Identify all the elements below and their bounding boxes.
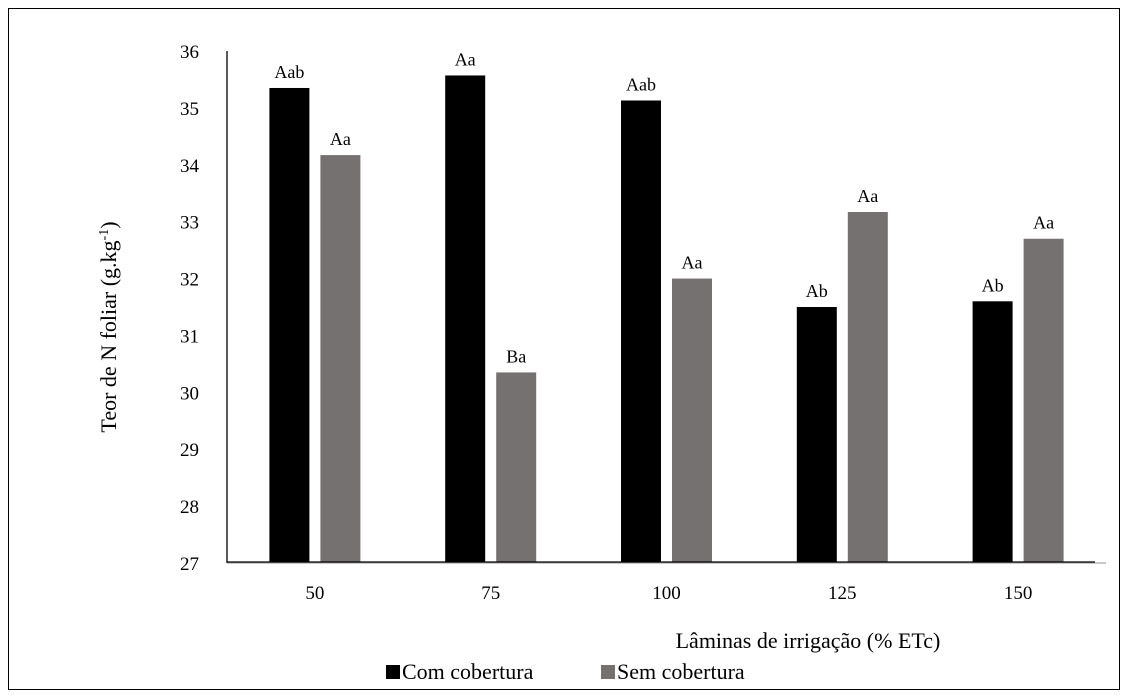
bar [847,211,888,564]
y-axis-title-close: ) [96,221,121,228]
y-tick-label: 34 [180,156,200,177]
y-tick-label: 31 [180,326,199,347]
x-tick-label: 75 [481,583,500,604]
y-tick-label: 35 [180,99,199,120]
y-tick-label: 28 [180,497,199,518]
bar-data-label: Aab [274,62,304,82]
legend-swatch-com-cobertura [386,665,400,679]
y-tick-label: 27 [180,554,199,575]
legend-label-sem-cobertura: Sem cobertura [617,659,745,684]
y-tick-label: 30 [180,383,199,404]
x-tick-label: 150 [1004,583,1033,604]
bar [445,75,486,563]
bar [496,372,537,563]
y-tick-label: 29 [180,440,199,461]
chart-frame: Teor de N foliar (g.kg-1) 27 28 29 30 31 32 33… [8,8,1120,690]
bars [269,75,1064,564]
bar-data-label: Ab [982,275,1004,295]
bar-data-label: Aa [1033,213,1054,233]
bar [672,278,712,563]
chart-svg: Teor de N foliar (g.kg-1) 27 28 29 30 31 32 33… [96,42,1106,684]
bar [796,307,837,563]
bar [1023,238,1064,563]
x-tick-label: 100 [652,583,681,604]
bar-data-label: Aa [682,253,703,273]
bar-data-label: Aab [626,74,656,94]
legend-swatch-sem-cobertura [601,665,615,679]
bar-data-label: Aa [857,186,878,206]
y-axis-title-superscript: -1 [97,229,112,241]
y-axis-title: Teor de N foliar (g.kg-1) [96,221,121,432]
bar-data-label: Ab [806,281,828,301]
bar [972,301,1013,563]
bar-data-label: Aa [455,49,476,69]
y-tick-label: 36 [180,42,199,63]
svg-text:Teor de N foliar (g.kg-1): Teor de N foliar (g.kg-1) [96,221,121,432]
y-tick-label: 33 [180,213,199,234]
y-axis-title-main: Teor de N foliar (g.kg [96,240,121,432]
legend-label-com-cobertura: Com cobertura [402,659,534,684]
y-tick-label: 32 [180,270,199,291]
x-tick-label: 50 [305,583,324,604]
bar-data-label: Ba [506,346,526,366]
bar-data-label: Aa [330,129,351,149]
y-tick-labels: 27 28 29 30 31 32 33 34 35 36 [180,42,200,575]
x-axis-title: Lâminas de irrigação (% ETc) [676,628,941,653]
x-tick-labels: 50 75 100 125 150 [305,583,1032,604]
bar [621,100,661,563]
bar [320,155,361,563]
x-tick-label: 125 [828,583,857,604]
legend: Com cobertura Sem cobertura [386,659,745,684]
bar [269,87,310,563]
bar-labels: Aab Aa Aa Ba Aab Aa Ab Aa Ab Aa [274,49,1054,366]
